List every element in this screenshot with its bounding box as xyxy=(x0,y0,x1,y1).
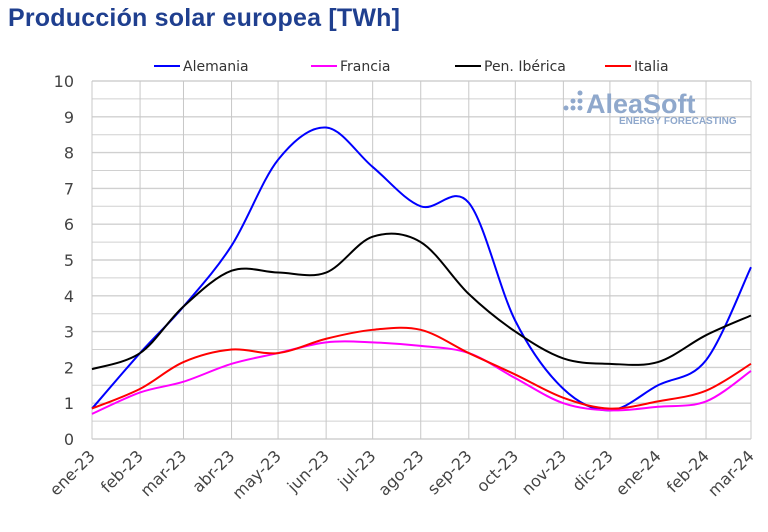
y-tick-label: 10 xyxy=(54,72,74,91)
logo-dot xyxy=(577,90,583,96)
x-tick-label: jun-23 xyxy=(283,446,333,496)
y-tick-label: 4 xyxy=(64,287,74,306)
legend-label: Francia xyxy=(340,59,390,75)
x-tick-label: mar-23 xyxy=(137,446,191,500)
y-tick-label: 2 xyxy=(64,358,74,377)
y-tick-label: 8 xyxy=(64,144,74,163)
y-tick-label: 6 xyxy=(64,215,74,234)
series-line-alemania xyxy=(91,126,752,412)
series-line-italia xyxy=(91,326,752,410)
series-line-francia xyxy=(91,340,752,415)
watermark-tagline: ENERGY FORECASTING xyxy=(619,116,737,127)
x-tick-label: dic-23 xyxy=(568,446,616,494)
legend-label: Pen. Ibérica xyxy=(484,59,566,75)
y-tick-label: 5 xyxy=(64,251,74,270)
logo-dot xyxy=(577,105,583,111)
logo-dot xyxy=(570,98,576,104)
y-tick-label: 1 xyxy=(64,394,74,413)
x-tick-label: ene-24 xyxy=(612,446,665,499)
y-tick-label: 7 xyxy=(64,179,74,198)
x-tick-label: mar-24 xyxy=(704,446,758,500)
y-tick-label: 0 xyxy=(64,430,74,449)
x-tick-label: sep-23 xyxy=(424,446,476,498)
x-tick-label: oct-23 xyxy=(473,446,522,495)
legend-label: Alemania xyxy=(183,59,249,75)
x-tick-label: ene-23 xyxy=(46,446,99,499)
series-line-pen-ib-rica xyxy=(91,232,752,371)
y-tick-label: 3 xyxy=(64,323,74,342)
chart-title: Producción solar europea [TWh] xyxy=(8,4,401,32)
logo-dot xyxy=(577,98,583,104)
x-tick-label: may-23 xyxy=(229,446,285,502)
watermark-brand: AleaSoft xyxy=(586,89,696,119)
x-tick-label: jul-23 xyxy=(333,446,379,492)
y-tick-label: 9 xyxy=(64,108,74,127)
logo-dot xyxy=(563,105,569,111)
x-tick-label: ago-23 xyxy=(374,446,427,499)
legend-label: Italia xyxy=(634,59,669,75)
x-tick-label: nov-23 xyxy=(518,446,570,498)
logo-dot xyxy=(570,105,576,111)
